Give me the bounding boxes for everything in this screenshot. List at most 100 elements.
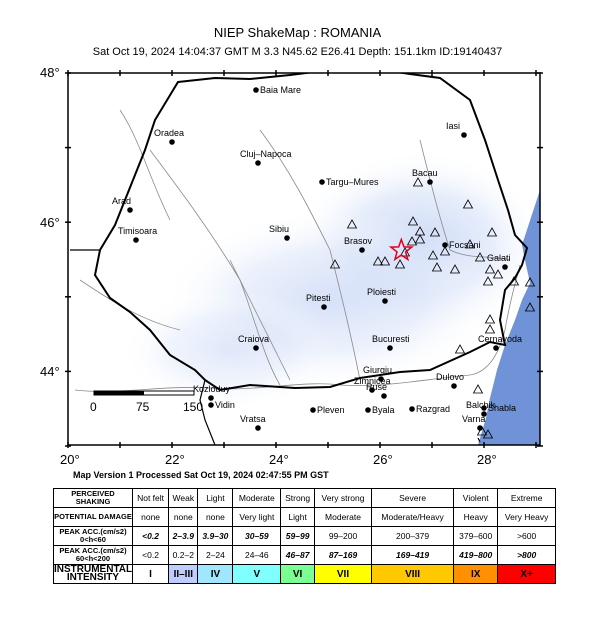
city-dot <box>321 304 327 310</box>
legend-cell: Light <box>280 507 315 527</box>
legend-cell: Moderate <box>232 488 282 508</box>
city-label: Iasi <box>446 121 460 131</box>
lat-label-48: 48° <box>40 65 60 80</box>
station-triangle-icon <box>406 236 418 246</box>
lon-label-20: 20° <box>60 452 80 467</box>
station-triangle-icon <box>414 234 426 244</box>
city-label: Craiova <box>238 334 269 344</box>
legend-cell: Moderate <box>313 507 373 527</box>
lon-label-28: 28° <box>477 452 497 467</box>
city-dot <box>208 402 214 408</box>
legend-cell: 169–419 <box>371 545 455 565</box>
city-dot <box>382 298 388 304</box>
station-triangle-icon <box>429 227 441 237</box>
station-triangle-icon <box>407 216 419 226</box>
intensity-cell: V <box>232 564 282 584</box>
legend-cell: 99–200 <box>313 526 373 546</box>
city-label: Sibiu <box>269 224 289 234</box>
legend-cell: 24–46 <box>232 545 282 565</box>
city-label: Bucuresti <box>372 334 410 344</box>
city-dot <box>169 139 175 145</box>
legend-row-shaking: PERCEIVED SHAKING Not felt Weak Light Mo… <box>53 488 556 508</box>
legend-cell: 0.2–2 <box>168 545 199 565</box>
legend-rowhead: INSTRUMENTAL INTENSITY <box>53 564 133 584</box>
map-title: NIEP ShakeMap : ROMANIA <box>213 25 382 40</box>
station-triangle-icon <box>484 264 496 274</box>
legend-row-acc1: PEAK ACC.(cm/s2) 0<h<60 <0.2 2–3.9 3.9–3… <box>53 526 556 546</box>
intensity-cell: VI <box>280 564 315 584</box>
legend-cell: Light <box>197 488 234 508</box>
city-dot <box>451 383 457 389</box>
legend-cell: Very Heavy <box>497 507 556 527</box>
intensity-cell: IX <box>453 564 499 584</box>
station-triangle-icon <box>431 262 443 272</box>
legend-cell: none <box>197 507 234 527</box>
city-label: Razgrad <box>416 404 450 414</box>
station-triangle-icon <box>472 384 484 394</box>
legend-cell: 59–99 <box>280 526 315 546</box>
city-markers: Baia Mare Oradea Cluj–Napoca Targu–Mures Ias… <box>112 85 522 431</box>
city-dot <box>378 376 384 382</box>
legend-cell: >800 <box>497 545 556 565</box>
intensity-cell: X+ <box>497 564 556 584</box>
station-triangle-icon <box>484 324 496 334</box>
city-label: Arad <box>112 196 131 206</box>
city-label: Vidin <box>215 400 235 410</box>
city-dot <box>442 242 448 248</box>
station-triangle-icon <box>439 246 451 256</box>
city-label: Focsani <box>449 240 481 250</box>
city-label: Cluj–Napoca <box>240 149 292 159</box>
intensity-legend: PERCEIVED SHAKING Not felt Weak Light Mo… <box>53 488 556 584</box>
legend-rowhead: POTENTIAL DAMAGE <box>53 507 133 527</box>
legend-rowhead: PEAK ACC.(cm/s2) 60<h<200 <box>53 545 133 565</box>
event-details: Sat Oct 19, 2024 14:04:37 GMT M 3.3 N45.… <box>92 46 503 58</box>
city-dot <box>359 247 365 253</box>
city-dot <box>477 425 483 431</box>
station-triangle-icon <box>449 264 461 274</box>
city-label: Ruse <box>366 382 387 392</box>
city-dot <box>127 207 133 213</box>
station-triangle-icon <box>464 239 476 249</box>
legend-row-damage: POTENTIAL DAMAGE none none none Very lig… <box>53 507 556 527</box>
legend-cell: 2–24 <box>197 545 234 565</box>
legend-cell: >600 <box>497 526 556 546</box>
city-label: Zimnicea <box>354 376 391 386</box>
station-triangle-icon <box>372 256 384 266</box>
city-label: Baia Mare <box>260 85 301 95</box>
scale-bar: 0 75 150 <box>90 390 203 414</box>
legend-rowhead: PEAK ACC.(cm/s2) 0<h<60 <box>53 526 133 546</box>
city-dot <box>427 179 433 185</box>
legend-rowhead: PERCEIVED SHAKING <box>53 488 133 508</box>
intensity-cell: VIII <box>371 564 455 584</box>
city-dot <box>284 235 290 241</box>
bulgaria-turkey-border <box>477 437 481 443</box>
legend-row-acc2: PEAK ACC.(cm/s2) 60<h<200 <0.2 0.2–2 2–2… <box>53 545 556 565</box>
city-label: Vratsa <box>240 414 266 424</box>
romania-border <box>93 73 529 392</box>
black-sea <box>478 73 540 445</box>
map-version: Map Version 1 Processed Sat Oct 19, 2024… <box>73 470 329 480</box>
station-triangle-icon <box>346 219 358 229</box>
station-triangle-icon <box>476 426 488 436</box>
scale-label-75: 75 <box>136 400 150 414</box>
station-triangle-icon <box>508 276 520 286</box>
legend-cell: Moderate/Heavy <box>371 507 455 527</box>
legend-cell: none <box>131 507 170 527</box>
city-dot <box>493 345 499 351</box>
station-triangle-icon <box>394 259 406 269</box>
epicenter-star-icon <box>388 237 414 262</box>
city-dot <box>253 345 259 351</box>
legend-cell: Very light <box>232 507 282 527</box>
legend-cell: 419–800 <box>453 545 499 565</box>
legend-cell: Very strong <box>313 488 373 508</box>
intensity-cell: II–III <box>168 564 199 584</box>
city-label: Cernavoda <box>478 334 522 344</box>
city-dot <box>381 393 387 399</box>
legend-cell: Extreme <box>497 488 556 508</box>
rivers <box>74 109 521 392</box>
city-label: Byala <box>372 405 395 415</box>
city-label: Pleven <box>317 405 345 415</box>
station-triangle-icon <box>492 269 504 279</box>
axis-ticks <box>65 70 543 448</box>
